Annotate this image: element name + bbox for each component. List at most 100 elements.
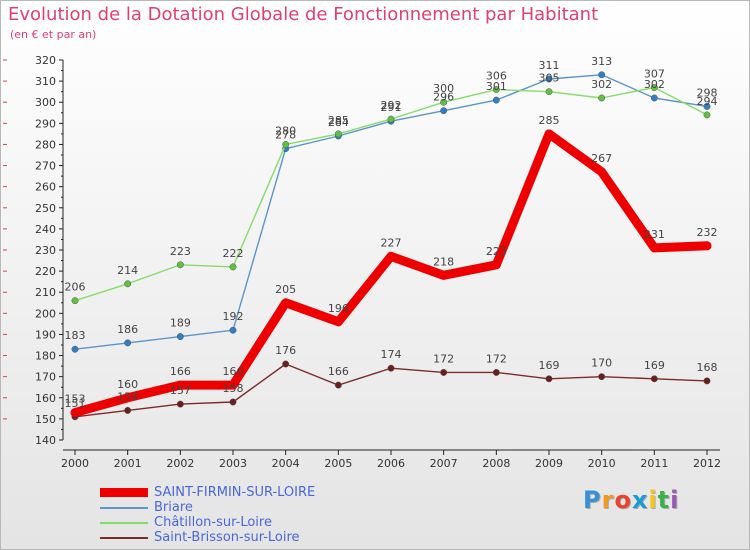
data-point (282, 140, 290, 148)
logo-letter: r (601, 486, 615, 514)
logo-letter: i (648, 486, 658, 514)
y-tick-label: 310 (35, 75, 56, 88)
legend-label: Saint-Brisson-sur-Loire (154, 530, 300, 545)
y-tick-label: 140 (35, 434, 56, 447)
data-point (387, 115, 395, 123)
data-label: 285 (539, 114, 560, 127)
logo-letter: P (583, 486, 602, 514)
y-tick-label: 230 (35, 244, 56, 257)
legend-swatch (100, 506, 148, 509)
x-tick-label: 2011 (640, 457, 668, 470)
data-point (334, 130, 342, 138)
data-label: 189 (170, 317, 191, 330)
data-label: 296 (433, 91, 454, 104)
data-point (598, 373, 606, 381)
data-label: 302 (644, 78, 665, 91)
chart-subtitle: (en € et par an) (10, 28, 97, 41)
x-tick-label: 2010 (588, 457, 616, 470)
data-label: 174 (381, 348, 402, 361)
data-point (334, 381, 342, 389)
y-tick-label: 320 (35, 54, 56, 67)
data-label: 291 (381, 101, 402, 114)
x-tick-label: 2002 (166, 457, 194, 470)
data-point (703, 377, 711, 385)
x-tick-label: 2004 (272, 457, 300, 470)
data-label: 160 (117, 378, 138, 391)
data-label: 278 (275, 129, 296, 142)
data-label: 186 (117, 323, 138, 336)
data-label: 267 (591, 152, 612, 165)
legend-label: SAINT-FIRMIN-SUR-LOIRE (154, 485, 316, 500)
data-label: 285 (328, 114, 349, 127)
data-point (71, 345, 79, 353)
y-tick-label: 260 (35, 181, 56, 194)
data-label: 158 (223, 382, 244, 395)
logo-letter: x (631, 486, 649, 514)
data-label: 154 (117, 390, 138, 403)
x-tick-label: 2003 (219, 457, 247, 470)
x-tick-label: 2006 (377, 457, 405, 470)
data-label: 172 (433, 352, 454, 365)
data-label: 166 (223, 365, 244, 378)
data-label: 192 (223, 310, 244, 323)
y-tick-label: 150 (35, 413, 56, 426)
chart-series (70, 71, 712, 421)
y-tick-label: 290 (35, 117, 56, 130)
data-point (229, 326, 237, 334)
data-point (176, 400, 184, 408)
y-tick-label: 200 (35, 307, 56, 320)
data-label: 169 (644, 359, 665, 372)
data-label: 227 (381, 236, 402, 249)
data-label: 300 (433, 82, 454, 95)
y-tick-label: 190 (35, 328, 56, 341)
y-tick-label: 170 (35, 371, 56, 384)
x-tick-label: 2009 (535, 457, 563, 470)
proxiti-logo: Proxiti (583, 486, 679, 514)
data-point (440, 98, 448, 106)
data-label: 172 (486, 352, 507, 365)
data-label: 170 (591, 357, 612, 370)
legend-item: SAINT-FIRMIN-SUR-LOIRE (100, 485, 315, 500)
data-point (545, 88, 553, 96)
x-tick-label: 2000 (61, 457, 89, 470)
legend-swatch (100, 536, 148, 539)
data-label: 231 (644, 228, 665, 241)
data-label: 284 (328, 116, 349, 129)
data-point (387, 364, 395, 372)
data-label: 305 (539, 72, 560, 85)
data-label: 292 (381, 99, 402, 112)
data-point (124, 406, 132, 414)
data-point (492, 86, 500, 94)
data-point (176, 333, 184, 341)
data-point (598, 94, 606, 102)
data-label: 280 (275, 124, 296, 137)
data-point (703, 111, 711, 119)
y-tick-label: 250 (35, 202, 56, 215)
data-point (650, 375, 658, 383)
chart-axes: 140 150 160 170 180 190 200 210 220 230 240 250 260 2… (3, 54, 721, 470)
data-point (176, 261, 184, 269)
x-tick-label: 2005 (324, 457, 352, 470)
line-chart: 140 150 160 170 180 190 200 210 220 230 240 250 260 2… (3, 54, 721, 470)
series-line-saint-firmin-sur-loire (70, 129, 712, 418)
data-point (545, 375, 553, 383)
data-point (492, 368, 500, 376)
data-point (229, 263, 237, 271)
chart-title: Evolution de la Dotation Globale de Fonc… (8, 4, 599, 25)
y-tick-label: 180 (35, 350, 56, 363)
data-point (545, 75, 553, 83)
data-point (71, 297, 79, 305)
data-label: 302 (591, 78, 612, 91)
legend-label: Châtillon-sur-Loire (154, 515, 272, 530)
data-label: 223 (170, 245, 191, 258)
legend-swatch (100, 521, 148, 524)
data-label: 301 (486, 80, 507, 93)
y-tick-label: 270 (35, 160, 56, 173)
data-label: 222 (223, 247, 244, 260)
legend-item: Briare (100, 500, 315, 515)
data-label: 306 (486, 70, 507, 83)
y-tick-label: 240 (35, 223, 56, 236)
data-point (650, 94, 658, 102)
y-tick-label: 160 (35, 392, 56, 405)
